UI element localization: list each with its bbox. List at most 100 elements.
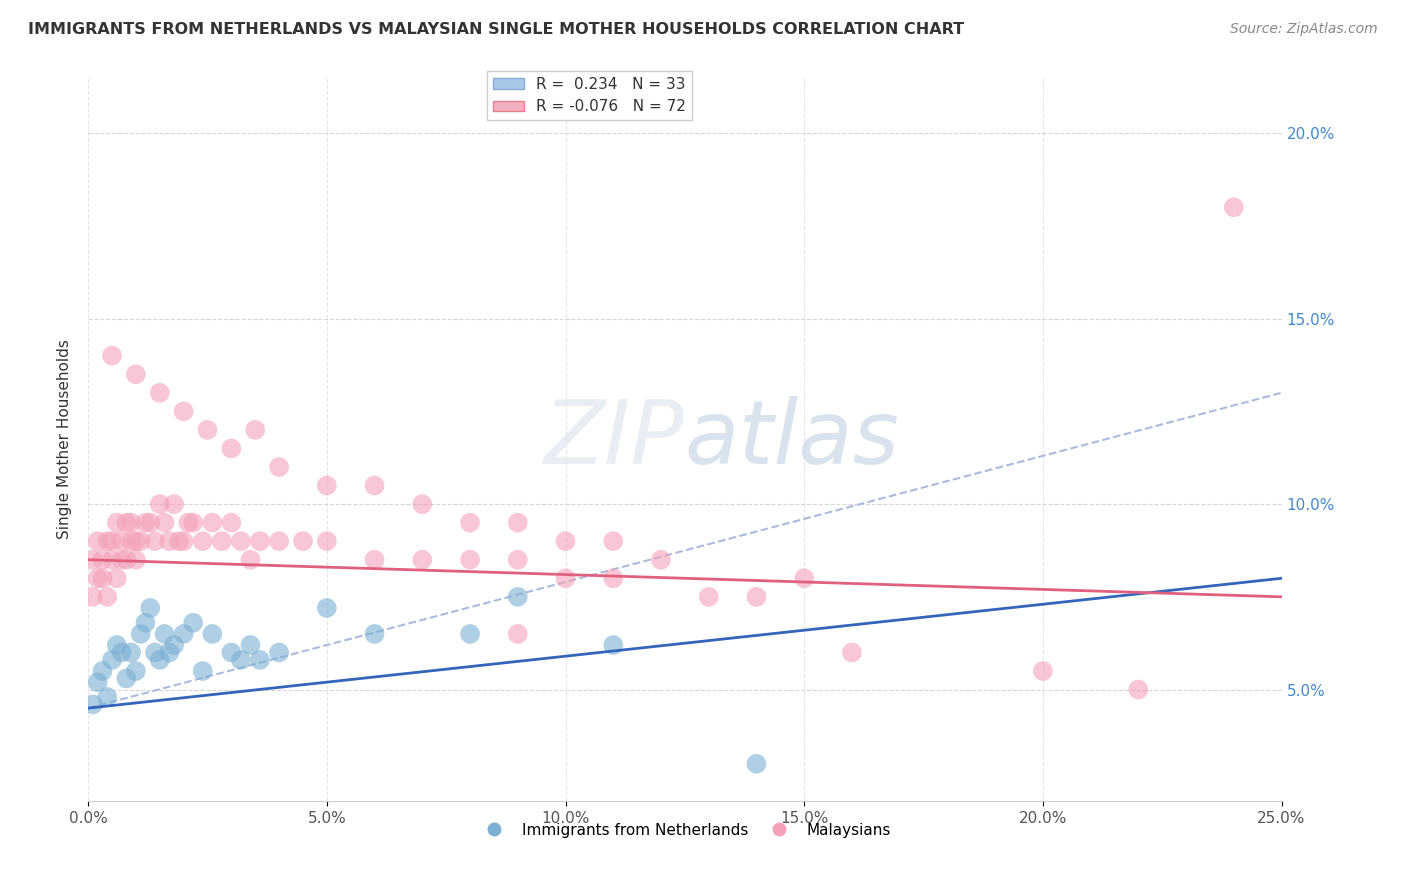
- Point: [239, 638, 262, 652]
- Point: [120, 534, 142, 549]
- Y-axis label: Single Mother Households: Single Mother Households: [58, 339, 72, 539]
- Text: Source: ZipAtlas.com: Source: ZipAtlas.com: [1230, 22, 1378, 37]
- Point: [101, 653, 124, 667]
- Point: [211, 534, 233, 549]
- Point: [96, 590, 118, 604]
- Point: [82, 553, 104, 567]
- Point: [167, 534, 190, 549]
- Point: [115, 672, 138, 686]
- Point: [134, 516, 156, 530]
- Point: [125, 534, 148, 549]
- Point: [149, 653, 172, 667]
- Point: [697, 590, 720, 604]
- Point: [239, 553, 262, 567]
- Point: [120, 645, 142, 659]
- Point: [157, 534, 180, 549]
- Point: [101, 534, 124, 549]
- Point: [177, 516, 200, 530]
- Point: [96, 534, 118, 549]
- Point: [269, 460, 291, 475]
- Point: [745, 756, 768, 771]
- Point: [458, 516, 481, 530]
- Point: [143, 534, 166, 549]
- Point: [96, 690, 118, 704]
- Point: [82, 698, 104, 712]
- Point: [105, 571, 128, 585]
- Point: [86, 534, 108, 549]
- Point: [315, 534, 337, 549]
- Point: [153, 516, 176, 530]
- Point: [411, 553, 433, 567]
- Point: [249, 653, 271, 667]
- Point: [139, 601, 162, 615]
- Point: [105, 638, 128, 652]
- Point: [554, 571, 576, 585]
- Point: [110, 645, 132, 659]
- Point: [245, 423, 267, 437]
- Point: [181, 516, 204, 530]
- Text: IMMIGRANTS FROM NETHERLANDS VS MALAYSIAN SINGLE MOTHER HOUSEHOLDS CORRELATION CH: IMMIGRANTS FROM NETHERLANDS VS MALAYSIAN…: [28, 22, 965, 37]
- Point: [139, 516, 162, 530]
- Point: [458, 627, 481, 641]
- Point: [745, 590, 768, 604]
- Point: [1128, 682, 1150, 697]
- Point: [129, 534, 152, 549]
- Point: [221, 516, 243, 530]
- Point: [291, 534, 314, 549]
- Point: [101, 553, 124, 567]
- Point: [411, 497, 433, 511]
- Point: [163, 497, 186, 511]
- Point: [173, 627, 195, 641]
- Point: [221, 645, 243, 659]
- Point: [115, 553, 138, 567]
- Point: [221, 442, 243, 456]
- Legend: Immigrants from Netherlands, Malaysians: Immigrants from Netherlands, Malaysians: [472, 817, 897, 844]
- Point: [120, 516, 142, 530]
- Point: [149, 497, 172, 511]
- Point: [249, 534, 271, 549]
- Point: [602, 534, 624, 549]
- Point: [110, 553, 132, 567]
- Point: [602, 571, 624, 585]
- Point: [229, 534, 252, 549]
- Point: [134, 615, 156, 630]
- Point: [201, 627, 224, 641]
- Point: [115, 516, 138, 530]
- Point: [163, 638, 186, 652]
- Point: [157, 645, 180, 659]
- Point: [143, 645, 166, 659]
- Point: [363, 553, 385, 567]
- Point: [269, 645, 291, 659]
- Point: [91, 553, 114, 567]
- Point: [91, 571, 114, 585]
- Point: [173, 404, 195, 418]
- Point: [554, 534, 576, 549]
- Point: [149, 385, 172, 400]
- Point: [650, 553, 672, 567]
- Point: [101, 349, 124, 363]
- Point: [841, 645, 863, 659]
- Point: [86, 675, 108, 690]
- Point: [1032, 664, 1054, 678]
- Point: [191, 534, 214, 549]
- Point: [201, 516, 224, 530]
- Point: [181, 615, 204, 630]
- Point: [506, 553, 529, 567]
- Point: [197, 423, 219, 437]
- Point: [363, 478, 385, 492]
- Point: [269, 534, 291, 549]
- Point: [125, 553, 148, 567]
- Point: [506, 627, 529, 641]
- Point: [315, 478, 337, 492]
- Point: [506, 516, 529, 530]
- Point: [105, 516, 128, 530]
- Point: [315, 601, 337, 615]
- Point: [153, 627, 176, 641]
- Point: [129, 627, 152, 641]
- Text: ZIP: ZIP: [544, 396, 685, 483]
- Point: [229, 653, 252, 667]
- Point: [602, 638, 624, 652]
- Point: [458, 553, 481, 567]
- Point: [86, 571, 108, 585]
- Point: [91, 664, 114, 678]
